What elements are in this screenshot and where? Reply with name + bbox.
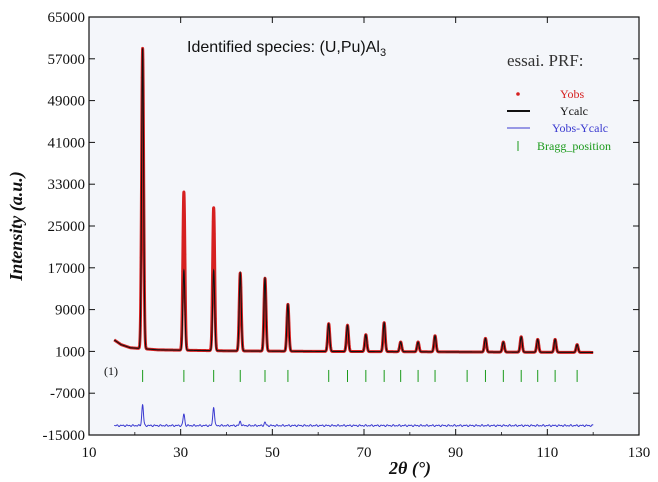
legend: essai. PRF: Yobs Ycalc Yobs-Ycalc Bragg_… <box>507 51 611 153</box>
legend-bragg-label: Bragg_position <box>537 139 611 153</box>
legend-yobs-label: Yobs <box>560 87 584 101</box>
x-tick-label: 130 <box>628 445 651 461</box>
y-tick-label: 65000 <box>48 10 86 26</box>
legend-title: essai. PRF: <box>507 51 584 70</box>
y-tick-label: 41000 <box>48 135 86 151</box>
plot-area <box>88 16 640 436</box>
x-axis-title: 2θ (°) <box>388 458 431 479</box>
y-axis-title: Intensity (a.u.) <box>6 171 27 282</box>
x-tick-label: 90 <box>448 445 463 461</box>
legend-diff-label: Yobs-Ycalc <box>552 121 608 135</box>
yobs-point <box>211 220 215 224</box>
yobs-point <box>182 206 185 209</box>
yobs-point <box>212 207 215 210</box>
species-annotation-text: Identified species: (U,Pu)Al <box>187 39 380 56</box>
y-tick-label: 17000 <box>48 261 86 277</box>
yobs-point <box>182 196 186 200</box>
y-tick-label: -15000 <box>43 428 86 444</box>
x-tick-label: 70 <box>357 445 372 461</box>
series-group <box>112 46 595 428</box>
legend-ycalc-label: Ycalc <box>560 104 588 118</box>
yobs-point <box>181 235 185 239</box>
y-tick-label: 9000 <box>55 303 85 319</box>
yobs-point <box>213 262 216 266</box>
yobs-point <box>183 219 186 223</box>
yobs-point <box>183 253 187 256</box>
phase-label: (1) <box>104 364 118 378</box>
yobs-point <box>212 211 216 215</box>
x-tick-label: 30 <box>173 445 188 461</box>
yobs-point <box>211 247 215 250</box>
ycalc-curve <box>113 48 594 353</box>
bragg-ticks-group <box>142 369 578 382</box>
x-tick-label: 110 <box>536 445 558 461</box>
y-axis-ticks: -15000 -7000 1000 9000 17000 25000 33000 41000 4… <box>43 10 639 444</box>
x-tick-label: 10 <box>82 445 97 461</box>
difference-curve <box>114 403 594 428</box>
species-annotation: Identified species: (U,Pu)Al3 <box>187 39 386 59</box>
x-tick-label: 50 <box>265 445 280 461</box>
species-annotation-subscript: 3 <box>380 47 386 59</box>
x-axis-ticks: 10 30 50 70 90 110 130 <box>82 17 651 461</box>
yobs-point <box>182 191 186 194</box>
y-tick-label: 25000 <box>48 219 86 235</box>
yobs-point <box>213 232 216 236</box>
y-tick-label: 49000 <box>48 94 86 110</box>
y-tick-label: 57000 <box>48 52 86 68</box>
y-tick-label: 1000 <box>55 344 85 360</box>
y-tick-label: 33000 <box>48 177 86 193</box>
legend-yobs-marker <box>516 92 520 96</box>
y-tick-label: -7000 <box>50 386 85 402</box>
